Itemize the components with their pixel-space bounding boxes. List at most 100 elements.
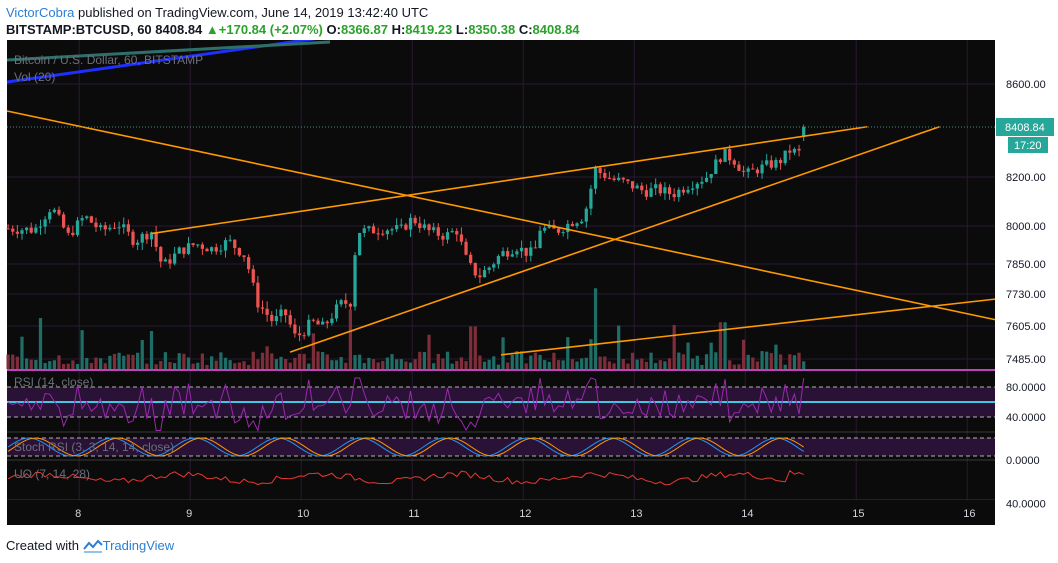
price-tick-label: 7485.00 xyxy=(1006,354,1046,366)
volume-bar xyxy=(358,354,362,369)
candle-body xyxy=(677,189,681,198)
candle-body xyxy=(630,181,635,189)
volume-bar xyxy=(66,363,70,369)
volume-bar xyxy=(510,354,514,369)
candle-body xyxy=(219,250,223,252)
volume-bar xyxy=(24,358,29,369)
candle-body xyxy=(691,188,695,190)
last-price: 8408.84 xyxy=(155,22,203,37)
price-tick-label: 7605.00 xyxy=(1006,321,1046,333)
volume-bar xyxy=(15,356,19,369)
tradingview-logo-icon xyxy=(82,539,103,556)
volume-bar xyxy=(621,358,625,369)
candle-body xyxy=(205,248,209,252)
volume-bar xyxy=(6,354,10,369)
candle-body xyxy=(173,253,177,264)
volume-bar xyxy=(612,363,616,369)
volume-bar xyxy=(464,361,468,369)
volume-bar xyxy=(219,352,223,369)
volume-bar xyxy=(395,359,399,369)
candle-body xyxy=(802,127,806,138)
volume-bar xyxy=(644,361,649,369)
price-chart[interactable]: 8600.00 8200.00 8000.00 7850.00 7730.00 7605.… xyxy=(0,40,1058,530)
candle-body xyxy=(362,228,366,233)
created-with-text: Created with xyxy=(6,538,79,553)
volume-bar xyxy=(630,352,635,369)
candle-body xyxy=(501,251,505,257)
candle-body xyxy=(260,307,265,309)
candle-body xyxy=(621,177,625,180)
candle-body xyxy=(325,321,329,324)
volume-bar xyxy=(755,361,760,369)
volume-bar xyxy=(617,325,621,369)
volume-bar xyxy=(367,357,371,369)
volume-bar xyxy=(75,363,80,369)
candle-body xyxy=(792,148,797,153)
volume-bar xyxy=(186,357,191,369)
candle-body xyxy=(617,177,621,180)
volume-bar xyxy=(427,334,431,369)
time-tick-label: 12 xyxy=(519,508,531,520)
candle-body xyxy=(580,221,584,224)
rsi-tick-label: 80.0000 xyxy=(1006,382,1046,394)
author-link[interactable]: VictorCobra xyxy=(6,5,75,20)
volume-bar xyxy=(99,358,103,369)
candle-body xyxy=(524,247,528,256)
candle-body xyxy=(200,244,204,249)
candle-body xyxy=(94,222,98,228)
volume-bar xyxy=(478,355,482,369)
time-tick-label: 8 xyxy=(75,508,81,520)
candle-body xyxy=(709,174,713,178)
candle-body xyxy=(149,232,154,240)
candle-body xyxy=(117,227,121,229)
candle-body xyxy=(279,309,283,317)
volume-bar xyxy=(173,363,177,369)
candle-body xyxy=(390,229,394,231)
candle-body xyxy=(441,235,445,240)
candle-body xyxy=(358,232,362,256)
volume-bar xyxy=(459,357,464,369)
volume-bar xyxy=(751,357,755,369)
volume-bar xyxy=(191,363,195,369)
uo-line xyxy=(7,469,804,486)
volume-bar xyxy=(214,360,218,369)
candle-body xyxy=(214,247,218,252)
open-label: O: xyxy=(326,22,341,37)
close-label: C: xyxy=(518,22,533,37)
uo-tick-label: 40.0000 xyxy=(1006,498,1046,510)
symbol-label: BITSTAMP:BTCUSD, 60 xyxy=(6,22,152,37)
candle-body xyxy=(6,228,10,230)
candle-body xyxy=(168,259,172,264)
last-price-badge-text: 8408.84 xyxy=(1005,122,1045,134)
volume-bar xyxy=(29,359,33,369)
volume-bar xyxy=(385,357,390,369)
price-tick-label: 8600.00 xyxy=(1006,79,1046,91)
volume-bar xyxy=(765,351,769,369)
time-tick-label: 9 xyxy=(186,508,192,520)
volume-bar xyxy=(330,360,334,369)
candle-body xyxy=(667,187,672,195)
tradingview-link[interactable]: TradingView xyxy=(102,538,175,553)
trend-line xyxy=(289,125,940,353)
candle-body xyxy=(556,228,561,233)
volume-legend: Vol (20) xyxy=(14,70,55,84)
candle-body xyxy=(395,225,399,230)
long-term-line-teal xyxy=(6,40,331,62)
candle-body xyxy=(210,247,214,252)
volume-bar xyxy=(11,354,15,369)
candle-body xyxy=(29,227,33,233)
volume-bar xyxy=(43,362,47,369)
candle-body xyxy=(154,232,158,247)
volume-bar xyxy=(709,342,713,369)
volume-bar xyxy=(714,352,718,369)
candle-body xyxy=(450,231,454,233)
volume-bar xyxy=(325,354,329,369)
candle-body xyxy=(293,324,297,334)
volume-bar xyxy=(723,322,727,369)
candle-body xyxy=(436,227,440,236)
candle-body xyxy=(186,243,191,254)
publish-info: VictorCobra published on TradingView.com… xyxy=(6,5,428,20)
volume-bar xyxy=(311,333,316,369)
candle-body xyxy=(103,225,107,230)
volume-bar xyxy=(168,362,172,369)
